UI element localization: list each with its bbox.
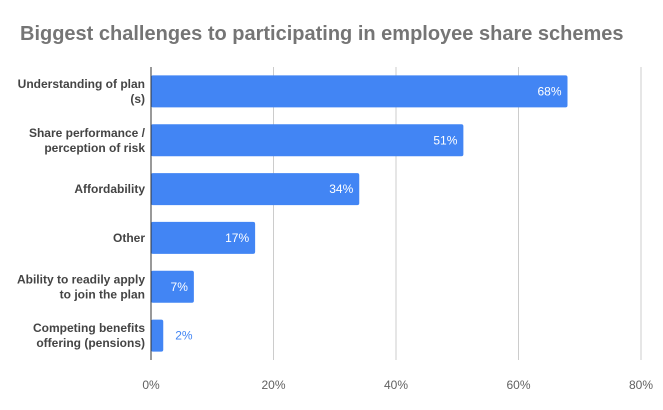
data-label: 2%	[175, 329, 193, 343]
data-labels: 68% 51% 34% 17% 7% 2%	[171, 84, 562, 342]
category-labels: Understanding of plan (s) Share performanc…	[17, 77, 146, 350]
data-label: 17%	[225, 231, 249, 245]
x-tick-label: 20%	[261, 378, 285, 392]
data-label: 34%	[329, 182, 353, 196]
bar	[151, 124, 464, 157]
x-tick-label: 60%	[506, 378, 530, 392]
x-tick-label: 40%	[384, 378, 408, 392]
bar	[151, 270, 194, 303]
bar	[151, 221, 256, 254]
category-label: Understanding of plan (s)	[18, 77, 145, 106]
category-label: Competing benefits offering (pensions)	[33, 321, 145, 350]
chart-title: Biggest challenges to participating in e…	[20, 23, 624, 45]
data-label: 68%	[537, 84, 561, 98]
category-label: Share performance / perception of risk	[29, 126, 146, 155]
x-tick-label: 0%	[142, 378, 160, 392]
data-label: 7%	[171, 280, 189, 294]
bar	[151, 75, 568, 108]
x-tick-label: 80%	[629, 378, 653, 392]
x-axis-ticks: 0% 20% 40% 60% 80%	[142, 378, 653, 392]
category-label: Ability to readily apply to join the plan	[17, 272, 145, 301]
category-label: Affordability	[74, 182, 145, 196]
bar	[151, 173, 360, 206]
bars	[151, 75, 568, 352]
bar	[151, 319, 164, 352]
category-label: Other	[113, 231, 145, 245]
gridlines	[273, 67, 642, 360]
data-label: 51%	[433, 133, 457, 147]
